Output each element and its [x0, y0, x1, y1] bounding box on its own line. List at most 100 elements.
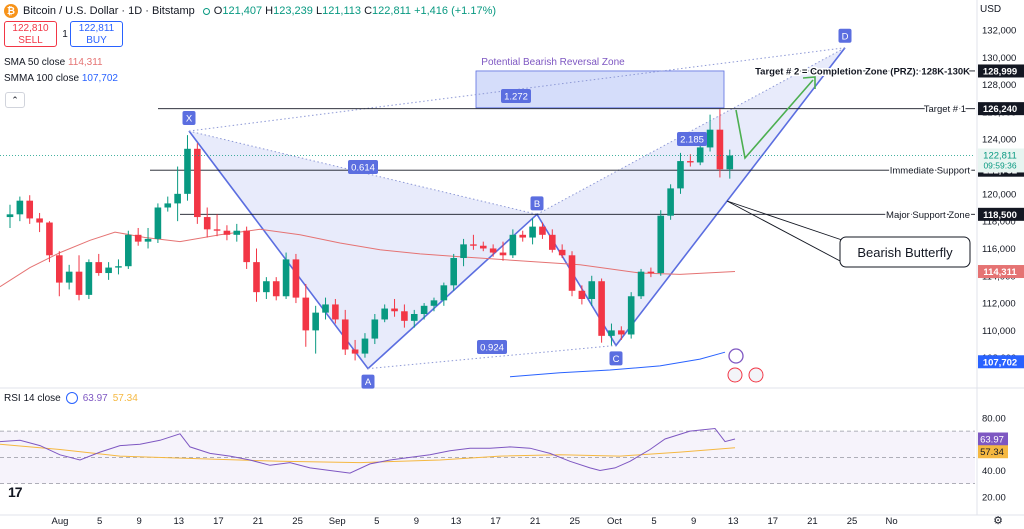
rsi-tick-label: 80.00	[982, 414, 1006, 425]
candle-body	[351, 349, 359, 354]
candle-body	[312, 312, 319, 331]
time-tick-label: 21	[530, 516, 541, 527]
rsi-settings-icon[interactable]	[65, 392, 78, 404]
price-tick-label: 128,000	[982, 80, 1016, 91]
candle-body	[134, 234, 142, 242]
collapse-legend-button[interactable]: ⌃	[5, 92, 25, 108]
price-tick-label: 132,000	[982, 26, 1016, 37]
time-tick-label: 25	[292, 516, 303, 527]
candle-body	[509, 234, 517, 256]
projection-arrow-head	[802, 76, 816, 89]
symbol-title[interactable]: Bitcoin / U.S. Dollar · 1D · Bitstamp	[23, 5, 195, 17]
callout-pointer	[726, 200, 843, 241]
candle	[174, 166, 181, 222]
candle-body	[105, 267, 112, 274]
candle-body	[85, 262, 93, 295]
time-tick-label: 17	[490, 516, 501, 527]
candle	[243, 226, 250, 269]
candle	[509, 229, 517, 259]
candle-body	[194, 148, 201, 218]
fib-ratio-label-bg	[477, 340, 507, 354]
candle	[539, 222, 546, 239]
sma50-legend[interactable]: SMA 50 close 114,311	[4, 57, 103, 68]
time-tick-label: 13	[174, 516, 185, 527]
candle-body	[647, 271, 655, 274]
candle-body	[608, 330, 615, 336]
candle	[667, 184, 674, 220]
time-tick-label: 21	[807, 516, 818, 527]
time-tick-label: 5	[97, 516, 102, 527]
candle	[75, 255, 83, 301]
currency-label[interactable]: USD	[980, 4, 1002, 15]
fib-ratio-label: 0.614	[351, 163, 375, 174]
candle-body	[36, 218, 43, 223]
candle-body	[391, 308, 398, 312]
fib-ratio-label-bg	[501, 89, 531, 103]
rsi-legend[interactable]: RSI 14 close 63.97 57.34	[4, 392, 138, 404]
candle-body	[401, 311, 408, 321]
candle-body	[302, 297, 310, 331]
callout-box	[839, 236, 971, 268]
gear-icon: ⚙	[993, 515, 1003, 527]
candle-body	[16, 200, 24, 215]
candle-body	[203, 217, 211, 230]
indicator-price-badge: 107,702	[983, 357, 1017, 368]
candle-body	[657, 215, 665, 274]
candle-body	[65, 271, 73, 283]
candle	[706, 114, 714, 152]
candle-body	[125, 234, 132, 267]
candle-body	[716, 129, 724, 170]
candle	[716, 109, 724, 178]
projection-arrow	[735, 79, 814, 160]
candle-body	[322, 304, 329, 313]
candle-body	[499, 252, 507, 256]
candle	[125, 230, 132, 269]
candle	[144, 227, 152, 249]
candle	[194, 143, 201, 224]
candle	[401, 304, 408, 328]
candle-body	[223, 230, 231, 235]
candle-body	[174, 193, 181, 204]
chevron-up-icon: ⌃	[11, 95, 19, 105]
candle-body	[726, 155, 734, 170]
time-tick-label: Sep	[329, 516, 346, 527]
candle	[608, 323, 615, 346]
buy-price: 122,811	[78, 23, 115, 34]
candle-body	[677, 161, 684, 189]
candle	[65, 264, 73, 290]
candle-body	[243, 230, 250, 263]
fib-ratio-label-bg	[348, 160, 378, 174]
rsi-tick-label: 40.00	[982, 466, 1006, 477]
time-tick-label: 17	[768, 516, 779, 527]
candle	[272, 277, 280, 301]
time-tick-label: Oct	[607, 516, 622, 527]
candle-body	[440, 285, 448, 301]
candle	[657, 210, 665, 276]
sell-button[interactable]: 122,810 SELL	[4, 21, 57, 47]
candle	[164, 196, 172, 212]
candle	[322, 297, 329, 320]
candle	[647, 267, 655, 278]
buy-button[interactable]: 122,811 BUY	[70, 21, 123, 47]
candle	[677, 152, 684, 194]
candle	[351, 339, 359, 361]
candle	[726, 149, 734, 179]
pattern-triangle-bcd	[537, 47, 845, 346]
candle-body	[184, 148, 191, 194]
candle	[440, 282, 448, 306]
candle-body	[154, 207, 162, 239]
candle	[56, 251, 63, 297]
candle	[529, 218, 536, 245]
candle-body	[95, 262, 103, 274]
time-tick-label: 9	[691, 516, 696, 527]
time-tick-label: 21	[253, 516, 264, 527]
smma100-line	[509, 351, 726, 378]
candle	[134, 227, 142, 246]
level-price-badge-bg	[978, 207, 1024, 221]
time-tick-label: 13	[728, 516, 739, 527]
candle	[549, 229, 556, 253]
candle	[371, 314, 379, 345]
smma100-legend[interactable]: SMMA 100 close 107,702	[4, 73, 118, 84]
candle-body	[341, 319, 349, 350]
